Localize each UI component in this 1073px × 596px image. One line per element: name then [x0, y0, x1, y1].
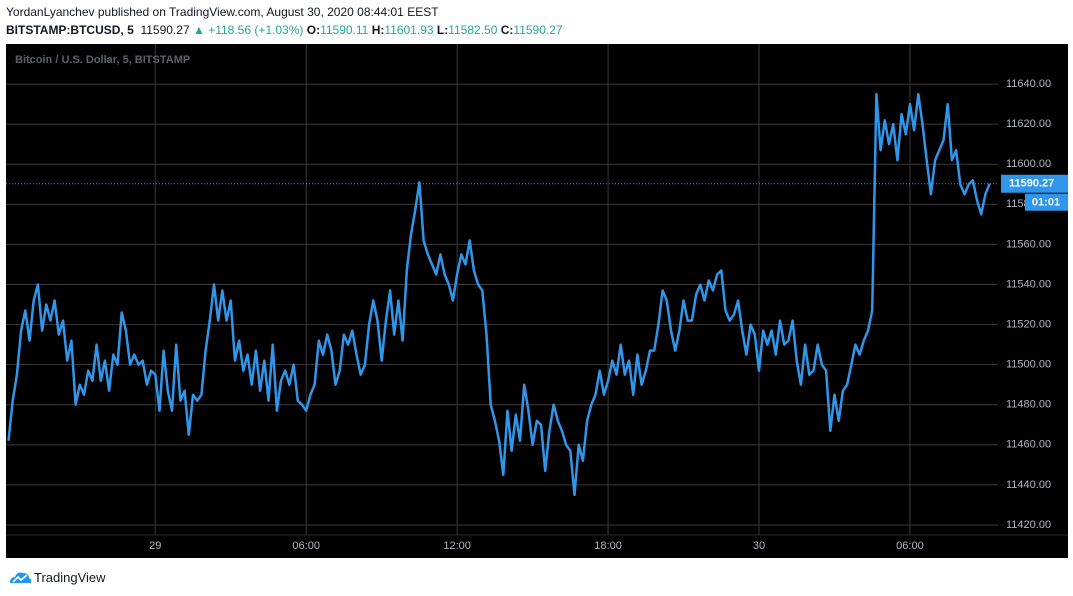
- chart-title: Bitcoin / U.S. Dollar, 5, BITSTAMP: [15, 54, 190, 66]
- brand: TradingView: [34, 569, 106, 585]
- footer: TradingView: [8, 569, 106, 585]
- y-tick-label: 11420.00: [1006, 519, 1051, 531]
- x-tick-label: 29: [149, 540, 161, 552]
- open: 11590.11: [320, 23, 369, 37]
- close: 11590.27: [513, 23, 563, 37]
- logo: [10, 572, 32, 583]
- y-tick-label: 11500.00: [1006, 359, 1051, 371]
- last: 11590.27: [140, 23, 190, 37]
- x-tick-label: 30: [753, 540, 765, 552]
- last-price-label: 11590.27: [1009, 178, 1054, 190]
- x-tick-label: 18:00: [594, 540, 622, 552]
- arrow: ▲: [192, 23, 205, 37]
- y-tick-label: 11440.00: [1006, 479, 1051, 491]
- countdown-box: [1025, 193, 1068, 211]
- l-label: L:: [436, 23, 449, 37]
- change: +118.56 (+1.03%): [208, 23, 304, 37]
- byline: YordanLyanchev published on TradingView.…: [6, 5, 439, 19]
- y-tick-label: 11560.00: [1006, 238, 1051, 250]
- symbol: BITSTAMP:BTCUSD, 5: [6, 23, 134, 37]
- y-tick-label: 11480.00: [1006, 399, 1051, 411]
- y-tick-label: 11520.00: [1006, 318, 1051, 330]
- o-label: O:: [306, 23, 321, 37]
- high: 11601.93: [384, 23, 434, 37]
- h-label: H:: [371, 23, 385, 37]
- x-tick-label: 06:00: [896, 540, 924, 552]
- c-label: C:: [500, 23, 514, 37]
- y-tick-label: 11460.00: [1006, 439, 1051, 451]
- quote-line: BITSTAMP:BTCUSD, 5 11590.27 ▲ +118.56 (+…: [6, 23, 563, 37]
- y-tick-label: 11640.00: [1006, 78, 1051, 90]
- y-tick-label: 11600.00: [1006, 158, 1051, 170]
- price-line: [7, 92, 991, 497]
- y-tick-label: 11620.00: [1006, 118, 1051, 130]
- chart: 11420.00 11440.00 11460.00 11480.00 11500.00…: [6, 44, 1068, 558]
- x-tick-label: 06:00: [292, 540, 320, 552]
- x-tick-label: 12:00: [443, 540, 471, 552]
- low: 11582.50: [448, 23, 498, 37]
- y-tick-label: 11540.00: [1006, 278, 1051, 290]
- last-price-box: [1001, 174, 1068, 193]
- countdown: 01:01: [1032, 197, 1060, 209]
